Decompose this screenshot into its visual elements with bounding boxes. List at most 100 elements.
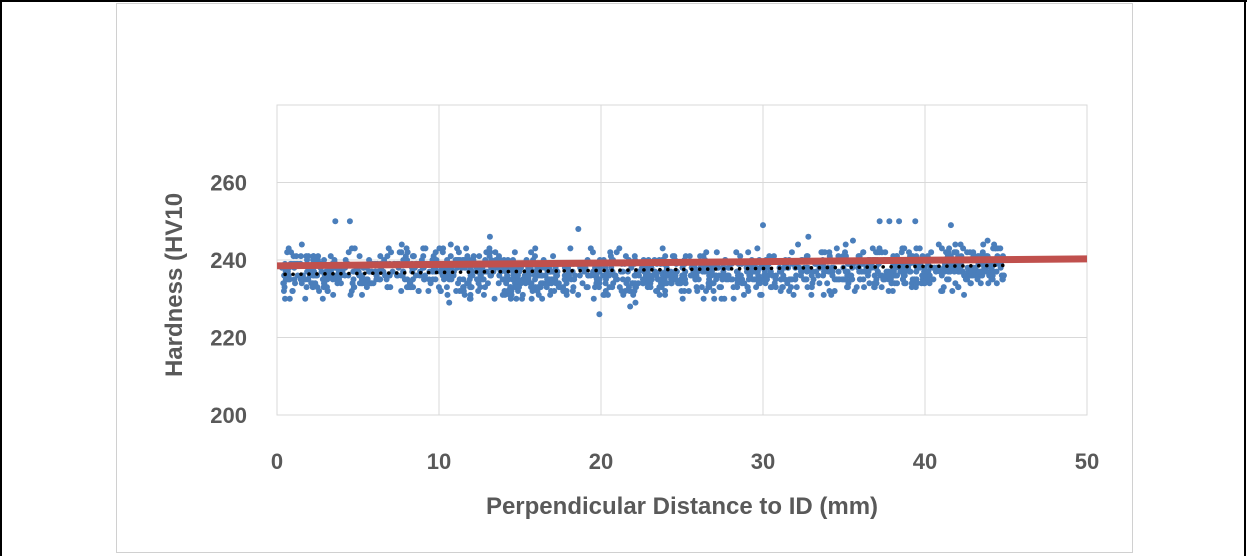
data-point (575, 291, 582, 298)
data-point (669, 253, 676, 260)
data-point (410, 253, 417, 260)
data-point (531, 272, 538, 279)
trend-dot (586, 268, 590, 273)
data-point (447, 253, 454, 260)
data-point (703, 288, 710, 294)
data-point (425, 288, 432, 294)
data-point (565, 272, 572, 279)
data-point (713, 276, 720, 283)
trend-dot (514, 269, 519, 274)
trend-dot (737, 266, 742, 271)
data-point (303, 284, 310, 291)
trend-dot (777, 266, 782, 270)
data-point (857, 276, 864, 283)
data-point (432, 276, 439, 283)
trend-dot (666, 267, 670, 272)
data-point (455, 249, 462, 256)
data-point (949, 288, 956, 294)
trend-dot (674, 267, 678, 272)
data-point (864, 272, 871, 279)
data-point (476, 253, 483, 260)
data-point (716, 284, 723, 291)
data-point (786, 276, 793, 283)
data-point (763, 276, 770, 283)
x-tick-label: 20 (589, 449, 613, 474)
data-point (808, 284, 815, 291)
data-point (698, 284, 705, 291)
data-point (805, 233, 812, 240)
data-point (591, 272, 598, 279)
data-point (876, 245, 883, 252)
data-point (723, 276, 730, 283)
data-point (298, 276, 305, 283)
y-tick-label: 260 (210, 171, 247, 196)
data-point (891, 280, 898, 287)
data-point (935, 241, 942, 248)
data-point (685, 288, 692, 294)
data-point (281, 284, 288, 291)
data-point (868, 264, 875, 271)
data-point (664, 272, 671, 279)
data-point (824, 280, 831, 287)
data-point (483, 249, 490, 256)
data-point (734, 284, 741, 291)
data-point (443, 284, 450, 291)
x-tick-labels: 0 10 20 30 40 50 (271, 449, 1099, 474)
data-point (470, 253, 477, 260)
data-point (330, 291, 337, 298)
data-point (745, 276, 752, 283)
data-point (793, 284, 800, 291)
trend-dot (825, 265, 830, 270)
data-point (619, 276, 626, 283)
trend-dot (434, 270, 439, 275)
data-point (745, 249, 752, 256)
data-point (384, 284, 391, 291)
data-point (528, 295, 535, 302)
data-point (833, 245, 840, 252)
data-point (733, 249, 740, 256)
trend-dot (650, 267, 654, 272)
data-point (886, 218, 893, 225)
data-point (842, 276, 849, 283)
trend-dot (602, 268, 606, 273)
trend-dot (610, 268, 614, 273)
data-point (718, 295, 725, 302)
data-point (590, 295, 597, 302)
data-point (401, 276, 408, 283)
x-tick-label: 0 (271, 449, 283, 474)
data-point (928, 249, 935, 256)
data-point (788, 249, 795, 256)
data-point (945, 276, 952, 283)
trend-dot (410, 270, 415, 275)
data-point (363, 276, 370, 283)
data-point (486, 233, 493, 240)
data-point (388, 249, 395, 256)
trend-dot (721, 267, 726, 271)
data-point (282, 295, 289, 302)
data-point (974, 276, 981, 283)
page-border-top (0, 0, 1247, 2)
data-point (600, 291, 607, 298)
trend-dot (490, 269, 495, 274)
data-point (804, 284, 811, 291)
data-point (725, 264, 732, 271)
data-point (464, 253, 471, 260)
trend-dot (522, 269, 527, 274)
data-point (576, 272, 583, 279)
data-point (964, 249, 971, 256)
data-point (370, 280, 377, 287)
trend-dot (315, 272, 319, 276)
data-point (885, 288, 892, 294)
data-point (447, 241, 454, 248)
data-point (887, 276, 894, 283)
data-point (606, 284, 613, 291)
data-point (682, 276, 689, 283)
data-point (461, 291, 468, 298)
data-point (740, 291, 747, 298)
data-point (359, 280, 366, 287)
data-point (469, 268, 476, 275)
data-point (504, 272, 511, 279)
data-point (960, 245, 967, 252)
data-point (622, 288, 629, 294)
data-point (672, 276, 679, 283)
